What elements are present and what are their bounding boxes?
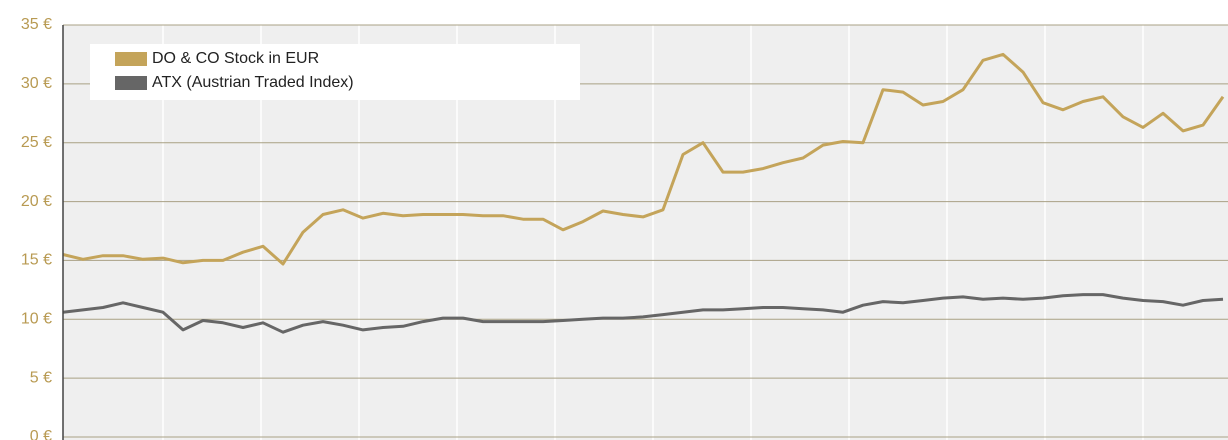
series-line [62,293,1224,334]
legend-swatch [115,76,147,90]
y-tick-label: 5 € [30,369,52,386]
y-tick-label: 15 € [21,252,52,269]
legend-label: DO & CO Stock in EUR [152,50,319,67]
y-tick-label: 25 € [21,134,52,151]
series-line [62,52,1225,266]
y-tick-label: 20 € [21,193,52,210]
legend-box [90,44,580,100]
y-tick-label: 10 € [21,311,52,328]
legend-label: ATX (Austrian Traded Index) [152,74,354,91]
y-tick-label: 0 € [30,428,52,440]
legend-swatch [115,52,147,66]
y-tick-label: 35 € [21,16,52,33]
y-tick-label: 30 € [21,75,52,92]
